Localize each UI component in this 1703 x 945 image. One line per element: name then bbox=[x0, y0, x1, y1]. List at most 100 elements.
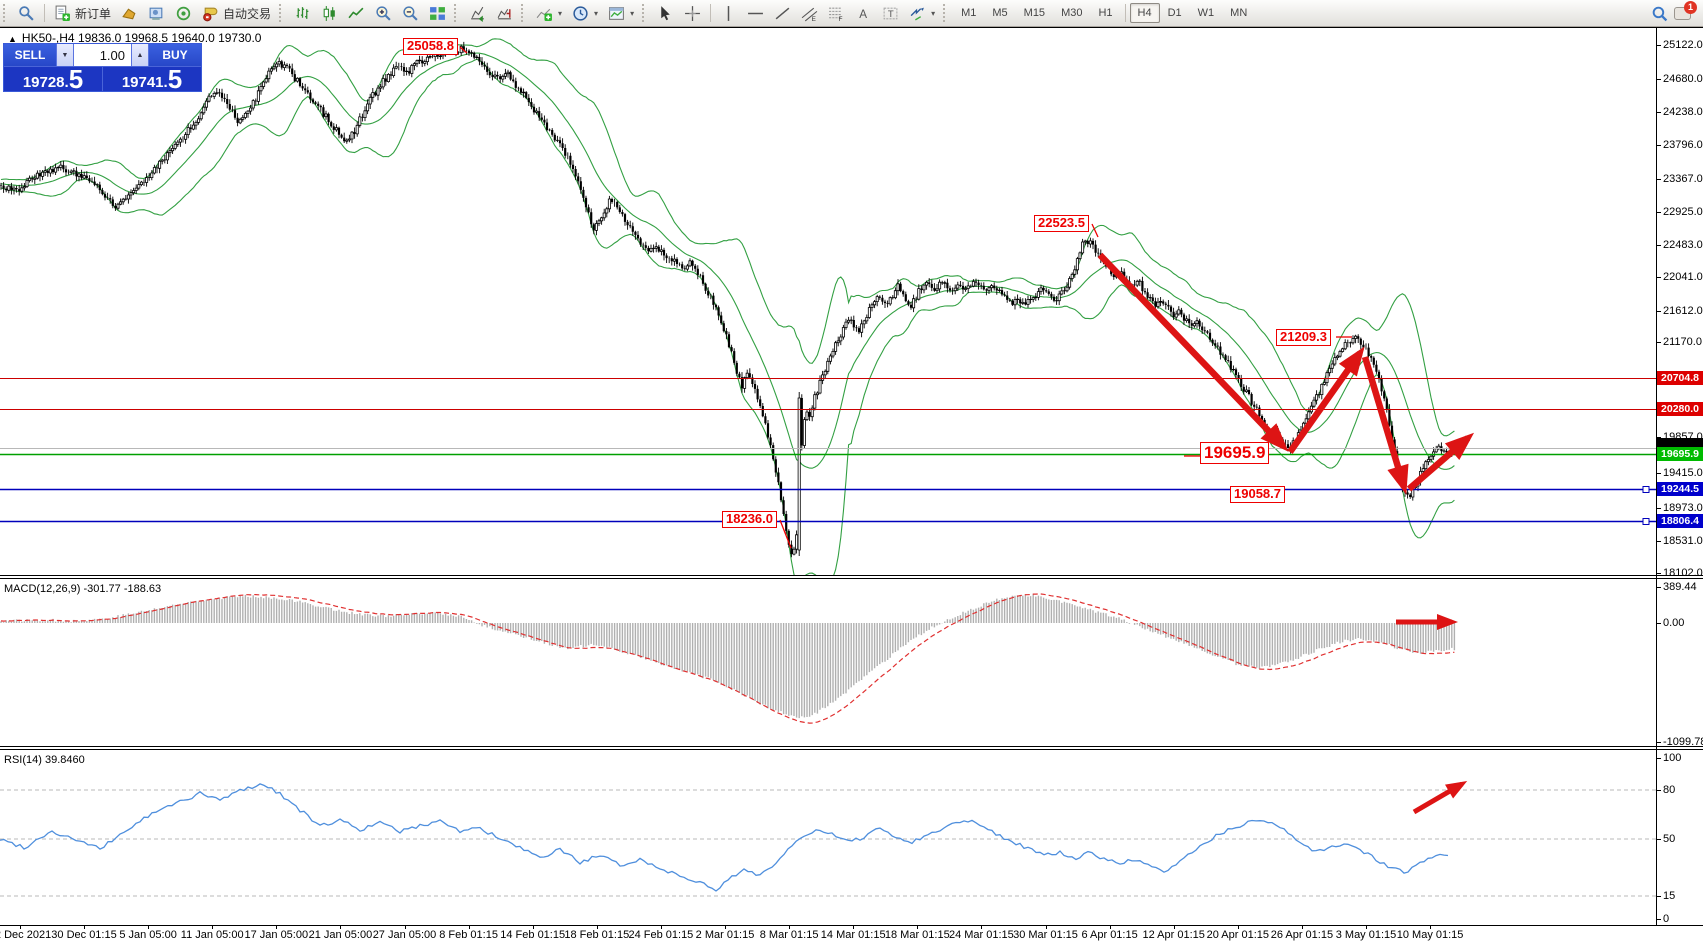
line-handle[interactable] bbox=[1642, 486, 1650, 493]
shapes-icon[interactable]: ▾ bbox=[904, 1, 940, 25]
timeframe-button-w1[interactable]: W1 bbox=[1197, 7, 1215, 19]
price-tick-label: 23796.0 bbox=[1663, 139, 1703, 151]
fibonacci-icon[interactable]: F bbox=[823, 1, 850, 25]
price-annotation[interactable]: 18236.0 bbox=[722, 511, 777, 528]
cursor-icon[interactable] bbox=[652, 1, 679, 25]
one-click-trading-panel: SELL ▼ 1.00 ▲ BUY 19728. 5 19741. 5 bbox=[3, 43, 202, 92]
auto-trading-icon bbox=[203, 7, 218, 21]
price-tick-label: 18102.0 bbox=[1663, 567, 1703, 579]
timeframe-button-m1[interactable]: M1 bbox=[961, 7, 977, 19]
volume-input[interactable]: 1.00 bbox=[74, 44, 132, 66]
sell-price-big-digit: 5 bbox=[68, 64, 84, 95]
profile-icon[interactable] bbox=[116, 1, 143, 25]
price-annotation[interactable]: 22523.5 bbox=[1034, 215, 1089, 232]
horizontal-line-icon[interactable] bbox=[742, 1, 769, 25]
trend-arrow[interactable] bbox=[1406, 432, 1475, 492]
timeframe-button-m15[interactable]: M15 bbox=[1023, 7, 1046, 19]
buy-price[interactable]: 19741. 5 bbox=[103, 66, 201, 92]
trend-arrow[interactable] bbox=[1361, 356, 1409, 495]
buy-button[interactable]: BUY bbox=[149, 44, 201, 66]
rsi-line bbox=[0, 783, 1449, 892]
time-tick bbox=[148, 925, 150, 929]
toolbar-grip[interactable] bbox=[943, 4, 950, 22]
macd-splitter[interactable] bbox=[0, 575, 1703, 576]
rsi-tick bbox=[1656, 839, 1661, 840]
time-tick bbox=[660, 925, 662, 929]
toolbar-grip[interactable] bbox=[3, 4, 10, 22]
price-annotation[interactable]: 19695.9 bbox=[1200, 442, 1270, 464]
add-indicator-icon[interactable]: ▾ bbox=[531, 1, 567, 25]
price-tick bbox=[1656, 245, 1661, 246]
toolbar-grip[interactable] bbox=[279, 4, 286, 22]
rsi-arrow[interactable] bbox=[1412, 780, 1468, 815]
timeframe-button-m30[interactable]: M30 bbox=[1061, 7, 1083, 19]
timeframe-button-h4[interactable]: H4 bbox=[1129, 3, 1160, 23]
time-tick bbox=[596, 925, 598, 929]
sell-price[interactable]: 19728. 5 bbox=[4, 64, 102, 95]
market-watch-icon[interactable] bbox=[143, 1, 170, 25]
auto-trading-button[interactable]: 自动交易 bbox=[197, 1, 276, 25]
new-order-icon bbox=[55, 5, 70, 21]
rsi-panel[interactable] bbox=[0, 750, 1656, 925]
macd-splitter-line2 bbox=[0, 578, 1703, 579]
time-label: 30 Mar 01:15 bbox=[1013, 929, 1078, 941]
sell-button[interactable]: SELL bbox=[4, 44, 57, 66]
price-annotation[interactable]: 21209.3 bbox=[1276, 329, 1331, 346]
line-chart-icon[interactable] bbox=[343, 1, 370, 25]
candlestick-chart-icon[interactable] bbox=[316, 1, 343, 25]
svg-text:T: T bbox=[888, 9, 894, 20]
zoom-in-icon[interactable] bbox=[370, 1, 397, 25]
price-tick bbox=[1656, 311, 1661, 312]
macd-tick bbox=[1656, 587, 1661, 588]
period-clock-icon[interactable]: ▾ bbox=[567, 1, 603, 25]
search-icon[interactable] bbox=[13, 1, 40, 25]
main-chart[interactable] bbox=[0, 27, 1656, 575]
collapse-panel-icon[interactable]: ▲ bbox=[8, 34, 17, 44]
tile-windows-icon[interactable] bbox=[424, 1, 451, 25]
channel-icon[interactable]: E bbox=[796, 1, 823, 25]
time-label: 30 Dec 01:15 bbox=[51, 929, 117, 941]
notification-icon[interactable]: 1 bbox=[1673, 1, 1697, 23]
rsi-splitter[interactable] bbox=[0, 746, 1703, 747]
toolbar-grip[interactable] bbox=[642, 4, 649, 22]
trend-arrow[interactable] bbox=[1097, 252, 1289, 452]
auto-scroll-icon[interactable] bbox=[464, 1, 491, 25]
rsi-tick bbox=[1656, 790, 1661, 791]
timeframe-button-m5[interactable]: M5 bbox=[992, 7, 1008, 19]
trend-arrow[interactable] bbox=[1287, 346, 1365, 454]
template-icon[interactable]: ▾ bbox=[603, 1, 639, 25]
zoom-out-icon[interactable] bbox=[397, 1, 424, 25]
price-annotation[interactable]: 25058.8 bbox=[403, 38, 458, 55]
svg-text:E: E bbox=[812, 15, 816, 21]
text-icon[interactable]: A bbox=[850, 1, 877, 25]
time-axis-border bbox=[0, 925, 1703, 926]
text-label-icon[interactable]: T bbox=[877, 1, 904, 25]
vertical-line-icon[interactable] bbox=[715, 1, 742, 25]
rsi-tick-label: 15 bbox=[1663, 890, 1676, 902]
timeframe-button-mn[interactable]: MN bbox=[1230, 7, 1248, 19]
timeframe-button-h1[interactable]: H1 bbox=[1098, 7, 1113, 19]
line-handle[interactable] bbox=[1642, 518, 1650, 525]
volume-step-up-button[interactable]: ▲ bbox=[132, 44, 149, 66]
price-annotation[interactable]: 19058.7 bbox=[1230, 486, 1285, 503]
toolbar-grip[interactable] bbox=[521, 4, 528, 22]
new-order-button[interactable]: 新订单 bbox=[49, 1, 116, 25]
toolbar-grip[interactable] bbox=[454, 4, 461, 22]
macd-panel[interactable] bbox=[0, 579, 1656, 746]
chart-shift-icon[interactable] bbox=[491, 1, 518, 25]
level-price-badge: 20280.0 bbox=[1657, 402, 1703, 416]
price-tick bbox=[1656, 277, 1661, 278]
annotation-connector bbox=[1091, 223, 1099, 238]
timeframe-button-d1[interactable]: D1 bbox=[1167, 7, 1182, 19]
rsi-splitter-line2 bbox=[0, 749, 1703, 750]
trendline-icon[interactable] bbox=[769, 1, 796, 25]
volume-step-down-button[interactable]: ▼ bbox=[57, 44, 74, 66]
bar-chart-icon[interactable] bbox=[289, 1, 316, 25]
analysis-arrows[interactable] bbox=[1097, 252, 1475, 495]
navigator-icon[interactable] bbox=[170, 1, 197, 25]
crosshair-icon[interactable] bbox=[679, 1, 706, 25]
search-right-icon[interactable] bbox=[1646, 1, 1673, 25]
macd-indicator-label: MACD(12,26,9) -301.77 -188.63 bbox=[4, 583, 162, 595]
level-price-badge: 18806.4 bbox=[1657, 514, 1703, 528]
time-label: 10 May 01:15 bbox=[1396, 929, 1464, 941]
